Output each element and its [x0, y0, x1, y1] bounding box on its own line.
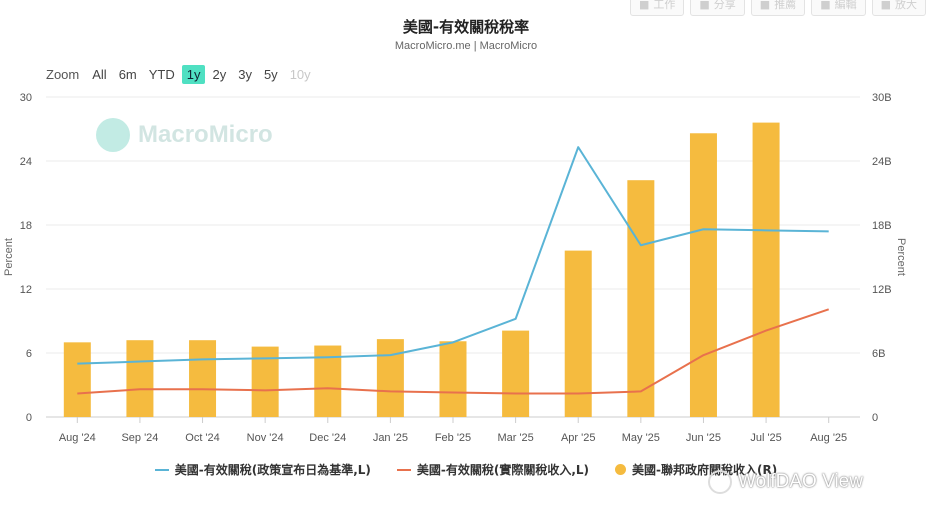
x-tick-label: Mar '25 [497, 432, 533, 444]
wechat-icon [708, 470, 732, 494]
x-tick-label: Aug '24 [59, 432, 96, 444]
toolbar-button-label: 工作 [653, 0, 676, 11]
y-right-tick-label: 18B [872, 220, 892, 232]
toolbar-button-1[interactable]: ■ 分享 [690, 0, 745, 16]
y-left-tick-label: 30 [20, 92, 32, 104]
toolbar-button-0[interactable]: ■ 工作 [629, 0, 685, 16]
share-icon: ■ [699, 0, 710, 11]
bar-tariff-revenue [251, 346, 279, 417]
bar-tariff-revenue [627, 180, 655, 417]
credit-text: WolfDAO View [738, 471, 863, 492]
zoom-option-6m[interactable]: 6m [118, 67, 137, 82]
y-left-tick-label: 6 [26, 348, 32, 360]
y-right-tick-label: 12B [872, 284, 892, 296]
toolbar-button-label: 推薦 [774, 0, 797, 11]
x-tick-label: Feb '25 [435, 432, 471, 444]
y-right-tick-label: 24B [872, 156, 892, 168]
toolbar-button-4[interactable]: ■ 放大 [871, 0, 926, 16]
chart-legend: 美國-有效關稅(政策宣布日為基準,L) 美國-有效關稅(實際關稅收入,L) 美國… [0, 461, 932, 478]
y-left-tick-label: 12 [20, 284, 32, 296]
toolbar-button-3[interactable]: ■ 編輯 [811, 0, 866, 16]
y-right-tick-label: 6B [872, 348, 885, 360]
user-icon: ■ [759, 0, 771, 11]
legend-label: 美國-有效關稅(實際關稅收入,L) [416, 463, 590, 477]
chart-toolbar: ■ 工作 ■ 分享 ■ 推薦 ■ 編輯 ■ 放大 [629, 0, 926, 16]
legend-line-swatch [396, 468, 411, 471]
bar-tariff-revenue [502, 330, 530, 417]
y-left-axis-title: Percent [3, 238, 15, 276]
toolbar-button-2[interactable]: ■ 推薦 [750, 0, 806, 16]
zoom-label: Zoom [46, 67, 80, 82]
y-right-tick-label: 30B [872, 92, 892, 104]
bar-tariff-revenue [63, 342, 91, 417]
zoom-option-1y[interactable]: 1y [181, 65, 206, 84]
toolbar-button-label: 編輯 [834, 0, 857, 11]
x-tick-label: Dec '24 [309, 432, 346, 444]
zoom-option-5y[interactable]: 5y [263, 67, 278, 82]
y-right-axis-title: Percent [895, 238, 907, 276]
x-tick-label: Oct '24 [185, 432, 220, 444]
y-right-tick-label: 0 [872, 412, 878, 424]
bar-tariff-revenue [564, 250, 592, 417]
x-tick-label: Sep '24 [121, 432, 158, 444]
legend-item-tariff-revenue[interactable]: 美國-聯邦政府關稅收入(R) [615, 461, 777, 478]
bar-tariff-revenue [439, 341, 467, 417]
macromicro-logo-icon [96, 118, 130, 152]
x-tick-label: Nov '24 [247, 432, 284, 444]
y-left-tick-label: 24 [20, 156, 32, 168]
legend-label: 美國-聯邦政府關稅收入(R) [632, 463, 778, 477]
legend-label: 美國-有效關稅(政策宣布日為基準,L) [174, 463, 371, 477]
x-tick-label: Aug '25 [810, 432, 847, 444]
toolbar-button-label: 分享 [713, 0, 736, 11]
bar-tariff-revenue [126, 340, 154, 417]
bar-tariff-revenue [689, 133, 717, 417]
zoom-controls: Zoom All 6m YTD 1y 2y 3y 5y 10y [46, 65, 316, 84]
legend-line-swatch [154, 468, 169, 471]
macromicro-watermark: MacroMicro [96, 118, 273, 152]
credit-overlay: WolfDAO View [708, 470, 863, 494]
pencil-icon: ■ [820, 0, 831, 11]
zoom-option-2y[interactable]: 2y [212, 67, 227, 82]
zoom-option-10y: 10y [289, 67, 311, 82]
legend-item-actual-tariff[interactable]: 美國-有效關稅(實際關稅收入,L) [396, 461, 590, 478]
x-tick-label: May '25 [622, 432, 660, 444]
zoom-option-all[interactable]: All [92, 67, 107, 82]
chart-title: 美國-有效關稅稅率 [402, 18, 530, 36]
legend-item-policy-tariff[interactable]: 美國-有效關稅(政策宣布日為基準,L) [154, 461, 371, 478]
expand-icon: ■ [880, 0, 891, 11]
toolbar-button-label: 放大 [895, 0, 917, 11]
x-tick-label: Jan '25 [373, 432, 408, 444]
x-tick-label: Jun '25 [686, 432, 721, 444]
legend-dot-swatch [615, 464, 627, 475]
watermark-text: MacroMicro [138, 121, 273, 148]
bar-tariff-revenue [376, 339, 404, 417]
y-left-tick-label: 0 [26, 412, 32, 424]
x-tick-label: Apr '25 [561, 432, 596, 444]
bar-tariff-revenue [189, 340, 217, 417]
bar-tariff-revenue [752, 122, 780, 417]
zoom-option-ytd[interactable]: YTD [148, 67, 175, 82]
y-left-tick-label: 18 [20, 220, 32, 232]
zoom-option-3y[interactable]: 3y [238, 67, 252, 82]
x-tick-label: Jul '25 [750, 432, 781, 444]
bookmark-icon: ■ [638, 0, 650, 11]
chart-subtitle: MacroMicro.me | MacroMicro [394, 40, 538, 52]
